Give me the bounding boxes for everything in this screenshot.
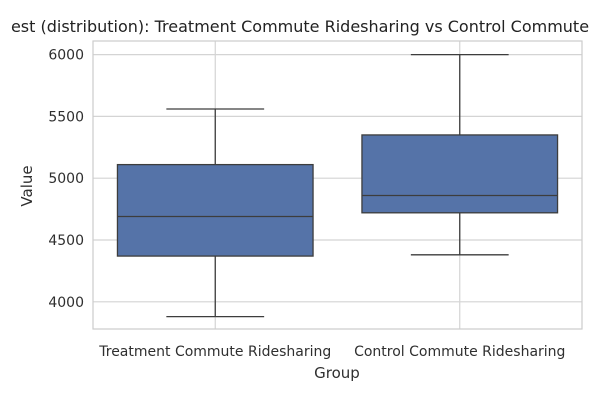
- y-tick-label: 5500: [48, 109, 84, 125]
- box-group: [361, 53, 559, 256]
- x-tick-label: Treatment Commute Ridesharing: [98, 344, 331, 360]
- iqr-box: [361, 134, 559, 214]
- box-group: [116, 108, 314, 318]
- x-axis-title: Group: [314, 364, 360, 382]
- y-tick-label: 4000: [48, 295, 84, 311]
- y-tick-label: 4500: [48, 233, 84, 249]
- box-layer: [116, 53, 559, 318]
- iqr-box: [116, 163, 314, 257]
- y-tick-label: 6000: [48, 48, 84, 64]
- plot-frame: [92, 40, 583, 330]
- y-axis-title: Value: [18, 165, 36, 206]
- y-tick-label: 5000: [48, 171, 84, 187]
- chart-title: est (distribution): Treatment Commute Ri…: [11, 17, 589, 36]
- x-tick-label: Control Commute Ridesharing: [354, 344, 565, 360]
- x-tick-labels: Treatment Commute Ridesharing Control Com…: [98, 344, 565, 360]
- y-tick-labels: 4000 4500 5000 5500 6000: [48, 48, 84, 311]
